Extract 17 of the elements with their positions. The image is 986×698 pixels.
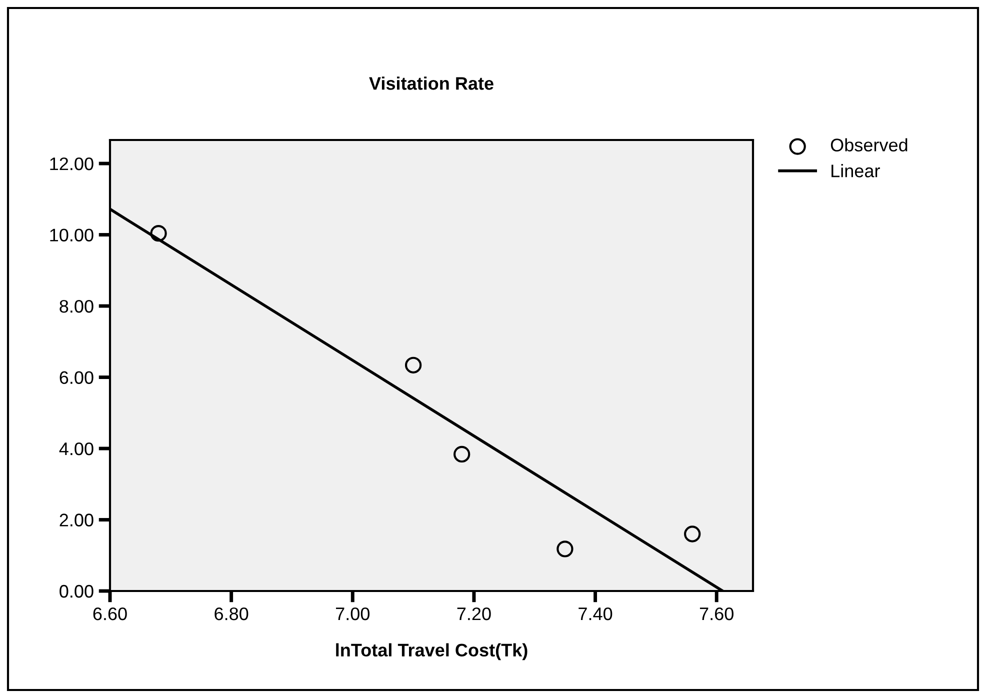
x-tick-label: 7.20 xyxy=(457,607,491,620)
y-tick-label: 2.00 xyxy=(60,514,94,526)
x-axis-title: lnTotal Travel Cost(Tk) xyxy=(336,643,528,660)
y-tick-label: 0.00 xyxy=(60,584,94,598)
legend-label: Linear xyxy=(832,164,880,178)
x-tick-label: 6.60 xyxy=(93,607,127,620)
x-tick-label: 7.60 xyxy=(700,607,734,620)
y-tick-label: 4.00 xyxy=(59,442,94,456)
x-tick-label: 6.80 xyxy=(214,607,248,620)
legend-label: Observed xyxy=(830,138,908,152)
chart-title: Visitation Rate xyxy=(369,76,494,90)
x-tick-label: 7.00 xyxy=(336,607,370,620)
y-tick-label: 12.00 xyxy=(50,157,94,170)
y-tick-label: 8.00 xyxy=(60,300,94,313)
y-tick-label: 6.00 xyxy=(60,371,94,384)
x-tick-label: 7.40 xyxy=(578,607,612,620)
y-tick-label: 10.00 xyxy=(50,228,94,242)
